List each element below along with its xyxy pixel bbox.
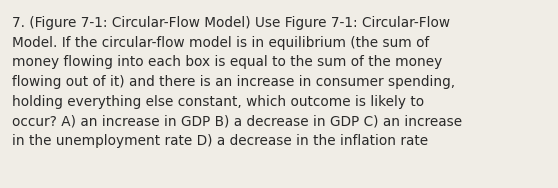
Text: 7. (Figure 7-1: Circular-Flow Model) Use Figure 7-1: Circular-Flow
Model. If the: 7. (Figure 7-1: Circular-Flow Model) Use… — [12, 16, 462, 148]
